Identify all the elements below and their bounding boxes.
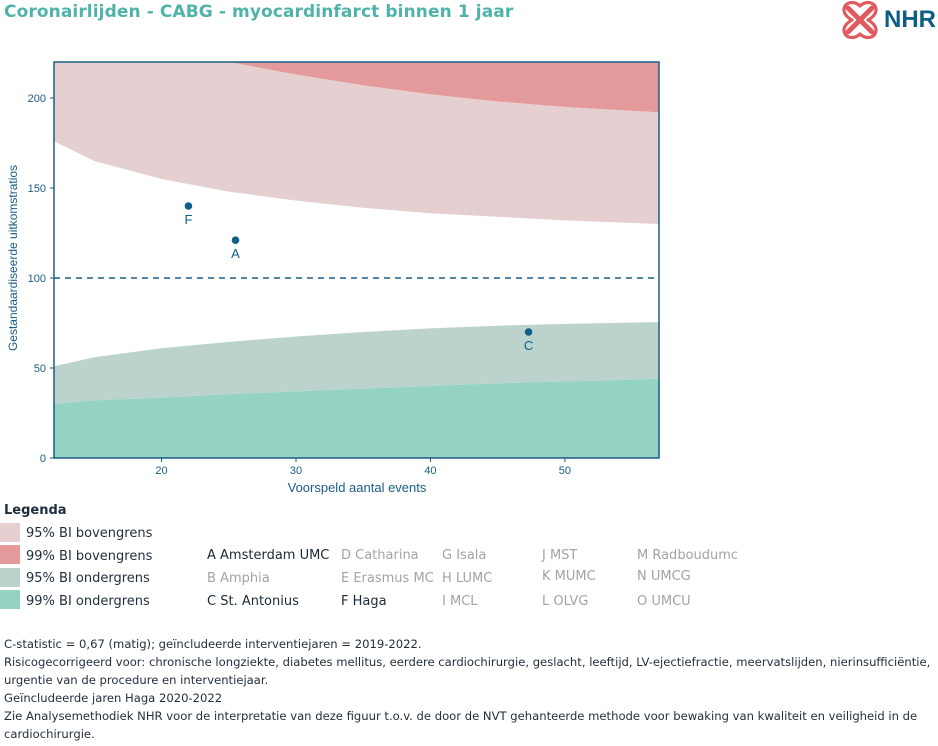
funnel-chart: F A C 20 30 40 50 0 50 100 150 200 Voorspeld aanta… [6, 61, 660, 495]
y-tick-label-200: 200 [28, 93, 46, 105]
hospital-h: H LUMC [442, 571, 493, 586]
legend-label-lower95: 95% BI ondergrens [26, 571, 150, 586]
legend-label-upper99: 99% BI bovengrens [26, 549, 153, 564]
x-tick-label-30: 30 [290, 465, 302, 477]
confidence-bands [54, 62, 659, 458]
hospital-e: E Erasmus MC [341, 571, 434, 586]
hospital-f: F Haga [341, 594, 387, 609]
point-label-a: A [231, 246, 240, 261]
heart-cross-icon [842, 0, 878, 40]
plot-frame [53, 61, 660, 459]
hospital-k: K MUMC [542, 569, 596, 584]
point-label-c: C [524, 338, 533, 353]
x-tick-label-20: 20 [155, 465, 167, 477]
hospital-i: I MCL [442, 594, 478, 609]
point-label-f: F [184, 212, 192, 227]
legend-swatch-upper99 [0, 545, 20, 564]
hospital-points: F A C [184, 202, 533, 353]
hospital-d: D Catharina [341, 548, 419, 563]
x-tick-label-50: 50 [559, 465, 571, 477]
y-tick-label-150: 150 [28, 183, 46, 195]
point-f [184, 202, 193, 210]
band-upper-99 [228, 62, 659, 113]
y-axis-label: Gestandaardiseerde uitkomstratios [6, 165, 20, 351]
legend-title: Legenda [4, 503, 67, 518]
x-axis-label: Voorspeld aantal events [288, 480, 427, 495]
note-included-years: Geïncludeerde jaren Haga 2020-2022 [4, 691, 223, 705]
legend-swatch-upper95 [0, 523, 20, 542]
legend-label-lower99: 99% BI ondergrens [26, 594, 150, 609]
hospital-c: C St. Antonius [207, 594, 299, 609]
nhr-logo: NHR [840, 0, 938, 40]
x-tick-label-40: 40 [424, 465, 436, 477]
hospital-a: A Amsterdam UMC [207, 548, 330, 563]
hospital-m: M Radboudumc [637, 548, 739, 563]
hospital-l: L OLVG [542, 594, 589, 609]
logo-text: NHR [884, 6, 936, 33]
note-methodology: Zie Analysemethodiek NHR voor de interpr… [4, 709, 918, 741]
y-tick-label-0: 0 [40, 453, 46, 465]
hospital-g: G Isala [442, 548, 487, 563]
footnotes: C-statistic = 0,67 (matig); geïncludeerd… [4, 635, 934, 743]
note-risk-adjustment: Risicogecorrigeerd voor: chronische long… [4, 655, 931, 687]
hospital-b: B Amphia [207, 571, 270, 586]
legend-swatch-lower95 [0, 568, 20, 587]
point-c [524, 328, 533, 336]
hospital-n: N UMCG [637, 569, 691, 584]
y-tick-label-50: 50 [34, 363, 46, 375]
y-tick-label-100: 100 [28, 273, 46, 285]
hospital-j: J MST [542, 548, 578, 563]
legend-swatch-lower99 [0, 590, 20, 609]
legend-label-upper95: 95% BI bovengrens [26, 526, 153, 541]
band-upper-95 [54, 62, 659, 224]
hospital-o: O UMCU [637, 594, 691, 609]
axes: 20 30 40 50 0 50 100 150 200 [28, 61, 660, 477]
band-lower-99 [54, 378, 659, 458]
band-lower-95 [54, 322, 659, 404]
page-title: Coronairlijden - CABG - myocardinfarct b… [4, 2, 514, 22]
note-c-statistic: C-statistic = 0,67 (matig); geïncludeerd… [4, 637, 422, 651]
point-a [231, 236, 240, 244]
